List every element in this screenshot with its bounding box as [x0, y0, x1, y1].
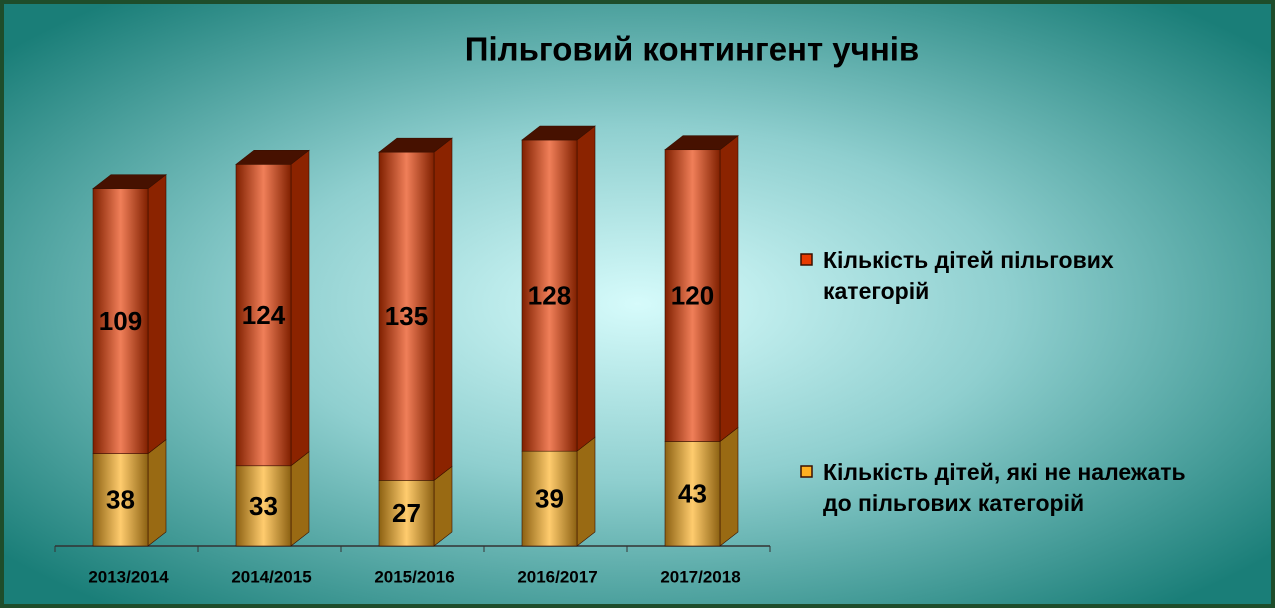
bar-side [576, 436, 596, 547]
bar-top [378, 137, 453, 153]
x-tick-label: 2013/2014 [88, 567, 169, 586]
x-tick-label: 2016/2017 [517, 567, 597, 586]
bar [92, 453, 149, 547]
bar [92, 188, 149, 454]
bar [664, 149, 721, 442]
bar-side [719, 426, 739, 547]
data-label: 128 [528, 280, 571, 310]
data-label: 27 [392, 498, 421, 528]
legend-label: Кількість дітей пільгових категорій [823, 247, 1114, 304]
data-label: 120 [671, 280, 714, 310]
data-label: 33 [249, 491, 278, 521]
chart-title: Пільговий контингент учнів [465, 31, 919, 68]
legend-marker [800, 253, 813, 266]
bar-side [290, 451, 310, 547]
data-label: 124 [242, 300, 286, 330]
bar-side [576, 125, 596, 452]
bar-top [92, 174, 167, 189]
x-tick-label: 2017/2018 [660, 567, 740, 586]
bar-top [235, 150, 310, 165]
data-label: 38 [106, 485, 135, 515]
bar [664, 441, 721, 547]
bar-top [521, 125, 596, 141]
bar-side [290, 149, 310, 467]
bar-side [719, 135, 739, 443]
bar [521, 139, 578, 452]
x-tick-label: 2014/2015 [231, 567, 311, 586]
legend-label: Кількість дітей, які не належать до піль… [823, 459, 1186, 516]
bar [521, 450, 578, 547]
legend-marker [800, 465, 813, 478]
data-label: 135 [385, 301, 428, 331]
data-label: 43 [678, 479, 707, 509]
bar-side [433, 137, 453, 481]
bar [378, 151, 435, 481]
bar-top [664, 135, 739, 151]
data-label: 39 [535, 483, 564, 513]
bar [235, 164, 292, 467]
x-tick-label: 2015/2016 [374, 567, 454, 586]
bar-side [147, 174, 167, 455]
bar-side [147, 439, 167, 547]
data-label: 109 [99, 306, 142, 336]
